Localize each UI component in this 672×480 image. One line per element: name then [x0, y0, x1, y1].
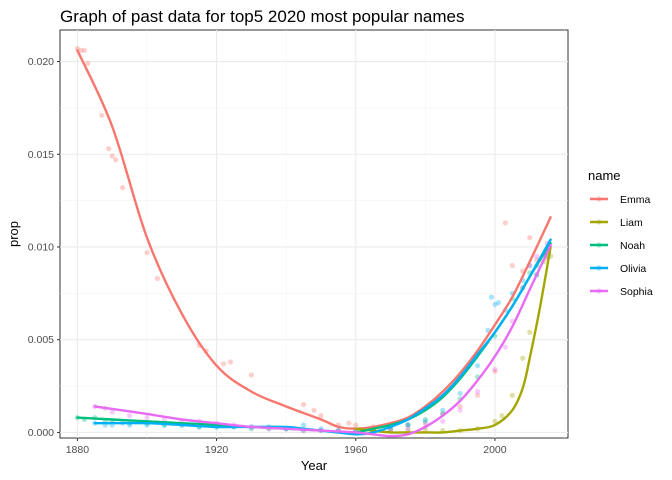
data-point-olivia [440, 407, 446, 413]
data-point-olivia [495, 300, 502, 306]
legend-label-emma: Emma [620, 194, 650, 206]
data-point-emma [311, 407, 317, 413]
data-point-sophia [457, 407, 463, 413]
data-point-emma [509, 262, 515, 269]
data-point-liam [520, 355, 526, 361]
data-point-emma [74, 45, 80, 52]
data-point-sophia [440, 418, 446, 424]
data-point-sophia [109, 409, 115, 415]
legend-point-noah [596, 242, 602, 248]
data-point-liam [509, 392, 515, 398]
data-point-emma [318, 413, 324, 419]
chart-title: Graph of past data for top5 2020 most po… [60, 7, 464, 26]
data-point-liam [527, 329, 533, 335]
y-tick-label: 0.005 [28, 334, 54, 346]
data-point-olivia [492, 301, 498, 308]
y-tick-label: 0.000 [28, 427, 54, 439]
data-point-emma [81, 47, 87, 54]
data-point-noah [405, 422, 411, 428]
data-point-olivia [405, 422, 411, 428]
y-tick-label: 0.015 [28, 149, 54, 161]
data-point-emma [502, 220, 508, 226]
plot-panel [59, 29, 569, 439]
data-point-emma [78, 47, 84, 54]
data-point-sophia [534, 253, 540, 259]
legend-point-sophia [596, 288, 602, 294]
data-point-emma [106, 146, 112, 152]
data-point-emma [227, 359, 234, 365]
grid-lines [60, 30, 568, 438]
data-point-emma [113, 157, 119, 163]
data-point-olivia [488, 294, 495, 300]
x-axis-title: Year [301, 458, 328, 473]
trend-line-emma [76, 49, 552, 430]
legend-point-emma [596, 196, 602, 202]
data-point-sophia [502, 344, 508, 350]
trend-line-liam [354, 245, 552, 434]
data-point-emma [474, 392, 481, 398]
data-point-emma [220, 361, 227, 367]
x-tick-label: 1880 [66, 444, 90, 456]
data-point-olivia [474, 363, 481, 369]
data-point-liam [492, 418, 498, 424]
axes: 1880 1920 1960 2000 0.000 0.005 0.010 0.015 0.02… [28, 56, 507, 456]
legend-label-olivia: Olivia [620, 263, 646, 275]
panel-border [59, 29, 569, 439]
data-point-emma [527, 235, 533, 241]
y-tick-label: 0.010 [28, 241, 54, 253]
data-point-emma [457, 403, 463, 410]
data-point-emma [109, 153, 115, 159]
data-point-emma [422, 420, 428, 426]
data-point-sophia [126, 413, 133, 419]
data-point-emma [492, 368, 498, 374]
data-point-emma [300, 402, 307, 408]
data-point-sophia [144, 415, 150, 421]
data-point-emma [120, 185, 126, 191]
legend: name Emma Liam Noah Olivia Sophia [588, 168, 653, 298]
data-point-olivia [422, 418, 428, 424]
x-tick-label: 1920 [205, 444, 229, 456]
data-point-sophia [492, 366, 498, 372]
data-point-emma [85, 60, 91, 66]
data-point-emma [154, 275, 161, 282]
y-tick-label: 0.020 [28, 56, 54, 68]
x-tick-label: 1960 [344, 444, 368, 456]
legend-title: name [588, 168, 621, 183]
legend-point-liam [596, 219, 602, 225]
data-point-liam [499, 413, 505, 419]
data-point-emma [353, 422, 359, 428]
data-point-sophia [405, 426, 411, 432]
trend-line-sophia [93, 243, 552, 438]
legend-label-liam: Liam [620, 217, 643, 229]
data-point-sophia [474, 389, 481, 395]
data-point-noah [422, 416, 428, 423]
legend-label-sophia: Sophia [620, 286, 653, 298]
data-point-emma [99, 112, 105, 118]
x-tick-label: 2000 [483, 444, 507, 456]
data-point-emma [405, 422, 411, 428]
data-point-emma [346, 420, 352, 426]
legend-label-noah: Noah [620, 240, 645, 252]
legend-point-olivia [596, 265, 602, 271]
data-marks [74, 45, 554, 438]
data-point-emma [144, 249, 150, 256]
data-point-emma [248, 372, 254, 378]
data-point-olivia [300, 422, 307, 428]
data-point-olivia [457, 390, 463, 397]
trend-line-olivia [93, 238, 552, 436]
y-axis-title: prop [6, 221, 21, 247]
